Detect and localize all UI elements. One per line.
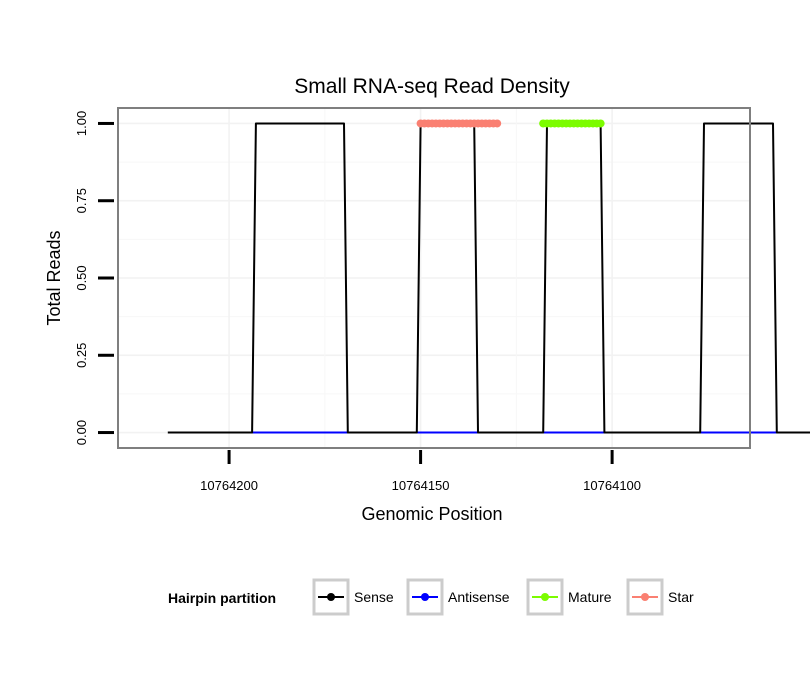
legend-label-sense: Sense: [354, 589, 394, 605]
grid-lines: [118, 108, 750, 448]
x-tick-label: 10764150: [392, 478, 450, 493]
y-tick-label: 0.75: [74, 188, 89, 213]
y-tick-label: 0.50: [74, 265, 89, 290]
y-tick-label: 0.00: [74, 420, 89, 445]
chart-title: Small RNA-seq Read Density: [294, 75, 570, 98]
x-tick-label: 10764200: [200, 478, 258, 493]
series-layer: [167, 119, 810, 434]
legend-key-dot-sense: [327, 593, 335, 601]
y-axis-title: Total Reads: [44, 230, 64, 325]
data-point-mature: [596, 119, 605, 128]
y-tick-label: 1.00: [74, 111, 89, 136]
x-axis-ticks: 10764200 10764150 10764100: [200, 450, 641, 493]
legend-label-mature: Mature: [568, 589, 612, 605]
legend-key-dot-antisense: [421, 593, 429, 601]
data-point-star: [493, 119, 502, 128]
y-axis-ticks: 0.00 0.25 0.50 0.75 1.00: [74, 111, 114, 445]
x-axis-title: Genomic Position: [361, 504, 502, 524]
legend-title: Hairpin partition: [168, 590, 276, 606]
legend-label-star: Star: [668, 589, 694, 605]
plot-border: [117, 107, 751, 449]
legend-key-dot-mature: [541, 593, 549, 601]
series-line-sense: [167, 122, 810, 434]
y-tick-label: 0.25: [74, 343, 89, 368]
legend-key-dot-star: [641, 593, 649, 601]
legend: Hairpin partition Sense Antisense Mature St…: [168, 578, 694, 616]
x-tick-label: 10764100: [583, 478, 641, 493]
legend-label-antisense: Antisense: [448, 589, 510, 605]
